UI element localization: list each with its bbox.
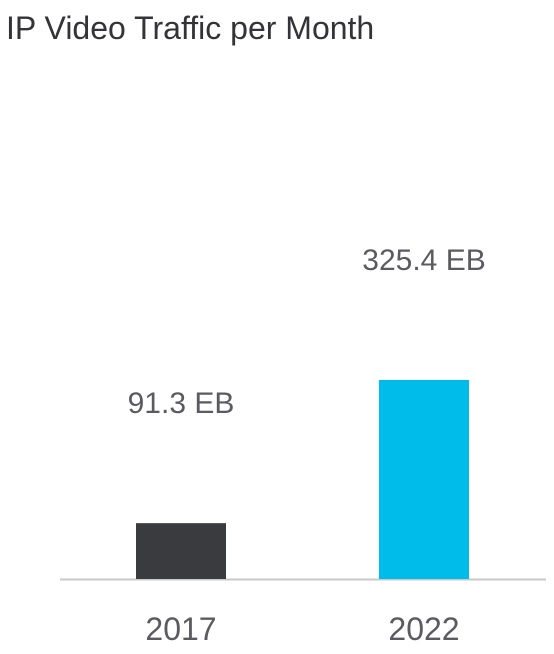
data-label-2017: 91.3 EB [128, 387, 235, 420]
x-tick-label-2017: 2017 [145, 611, 216, 647]
chart-title: IP Video Traffic per Month [6, 10, 375, 46]
bar-2017 [136, 523, 226, 579]
bar-2022 [379, 380, 469, 579]
x-tick-label-2022: 2022 [388, 611, 459, 647]
data-label-2022: 325.4 EB [362, 244, 485, 277]
